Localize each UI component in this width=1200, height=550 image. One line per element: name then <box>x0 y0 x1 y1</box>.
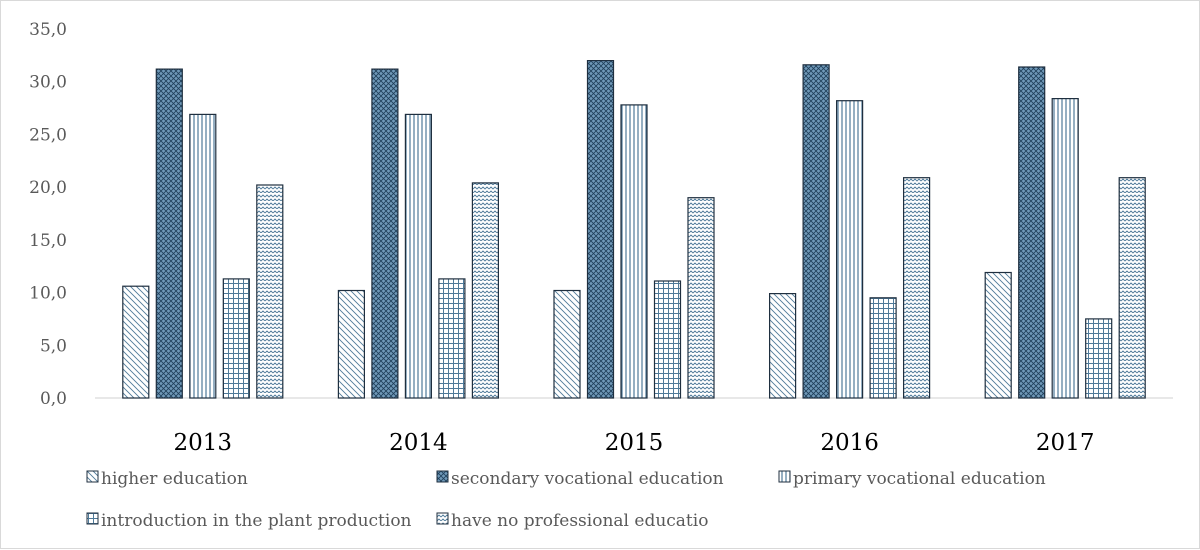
y-tick-label: 15,0 <box>29 231 67 251</box>
bar <box>189 113 217 399</box>
bar <box>1051 97 1079 399</box>
bar <box>404 113 432 399</box>
x-category-label: 2015 <box>605 430 664 456</box>
y-tick-label: 25,0 <box>29 125 67 145</box>
y-tick-label: 30,0 <box>29 73 67 93</box>
bar <box>1118 177 1146 399</box>
bar <box>984 271 1012 399</box>
y-tick-label: 35,0 <box>29 20 67 40</box>
bar <box>1018 66 1046 399</box>
legend-label: secondary vocational education <box>451 469 724 489</box>
legend: higher education secondary vocational edu… <box>86 469 1046 531</box>
bar <box>902 177 931 399</box>
y-tick-label: 10,0 <box>29 284 67 304</box>
bar <box>620 104 648 399</box>
bar <box>222 278 250 399</box>
legend-label: have no professional educatio <box>451 511 708 531</box>
legend-label: higher education <box>101 469 248 489</box>
bar <box>835 100 864 399</box>
legend-swatch <box>436 512 449 525</box>
legend-label: primary vocational education <box>793 469 1046 489</box>
bar <box>256 184 284 399</box>
y-tick-label: 20,0 <box>29 178 67 198</box>
bars <box>122 59 1146 399</box>
bar <box>553 289 581 399</box>
x-category-label: 2013 <box>174 430 233 456</box>
bar <box>471 182 499 399</box>
x-category-label: 2014 <box>389 430 448 456</box>
legend-swatch <box>86 470 99 483</box>
bar <box>122 285 150 399</box>
bar <box>768 293 797 399</box>
legend-label: introduction in the plant production <box>101 511 412 531</box>
legend-swatch <box>436 470 449 483</box>
bar <box>653 280 682 399</box>
legend-swatch <box>86 512 99 525</box>
bar <box>1085 318 1113 399</box>
y-tick-label: 0,0 <box>40 389 67 409</box>
category-labels: 2013 2014 2015 2016 2017 <box>174 430 1095 456</box>
x-category-label: 2016 <box>820 430 879 456</box>
bar <box>371 68 399 399</box>
y-tick-label: 5,0 <box>40 336 67 356</box>
y-axis-ticks: 0,0 5,0 10,0 15,0 20,0 25,0 30,0 35,0 <box>29 20 67 409</box>
bar <box>869 297 897 399</box>
x-category-label: 2017 <box>1036 430 1095 456</box>
bar <box>802 64 830 399</box>
bar <box>438 278 466 399</box>
bar <box>337 289 365 399</box>
bar <box>687 197 715 399</box>
bar <box>155 68 183 399</box>
legend-swatch <box>778 470 791 483</box>
bar <box>586 59 615 399</box>
